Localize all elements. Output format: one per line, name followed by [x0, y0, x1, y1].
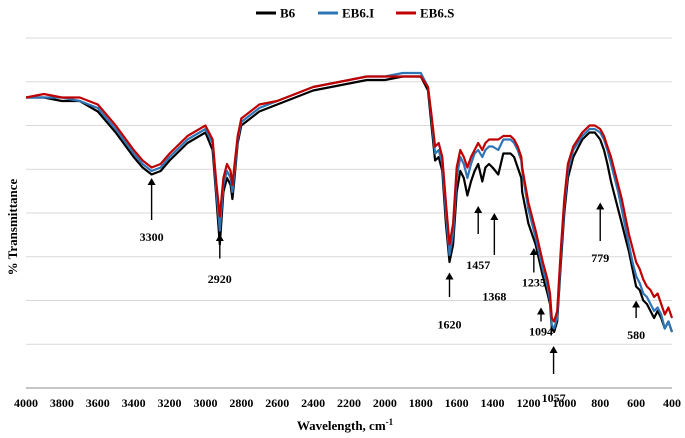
legend-label: EB6.I [342, 6, 374, 21]
legend-label: B6 [280, 6, 296, 21]
x-tick-label: 2600 [265, 396, 289, 410]
annotation-label: 1368 [482, 290, 506, 304]
x-tick-label: 3000 [193, 396, 217, 410]
series-lines [25, 71, 674, 334]
annotation-label: 1457 [466, 258, 490, 272]
grid-lines [26, 37, 672, 389]
x-tick-label: 2200 [337, 396, 361, 410]
x-tick-label: 4000 [14, 396, 38, 410]
annotation-arrow-head [490, 213, 499, 220]
x-axis-title-text: Wavelength, cm [297, 418, 386, 433]
y-axis-title: % Transmittance [5, 178, 20, 275]
x-tick-label: 2000 [373, 396, 397, 410]
x-tick-label: 3400 [122, 396, 146, 410]
legend-label: EB6.S [420, 6, 454, 21]
annotation-arrow-head [632, 300, 641, 308]
annotation-arrow-head [147, 178, 156, 185]
x-axis-title: Wavelength, cm-1 [297, 417, 394, 433]
annotation-label: 580 [627, 328, 645, 342]
x-tick-label: 2800 [229, 396, 253, 410]
x-tick-label: 600 [627, 396, 645, 410]
series-line-b6 [26, 75, 674, 334]
annotation-arrow-head [529, 248, 538, 255]
annotation-label: 1057 [542, 391, 566, 405]
annotation-label: 3300 [140, 230, 164, 244]
series-line-eb6-s [25, 75, 674, 323]
annotation-arrow-head [537, 307, 546, 315]
legend: B6 EB6.I EB6.S [256, 6, 454, 21]
x-tick-label: 1200 [516, 396, 540, 410]
x-tick-label: 2400 [301, 396, 325, 410]
x-axis-title-superscript: -1 [386, 417, 394, 427]
x-tick-labels: 4000 3800 3600 3400 3200 3000 2800 2600 2400 2200… [14, 396, 681, 410]
annotation-arrow-head [474, 206, 483, 213]
peak-annotations: 3300 2920 1620 1457 1368 1235 1094 1057 779 580 [140, 178, 645, 405]
annotation-label: 779 [591, 251, 609, 265]
x-tick-label: 3200 [158, 396, 182, 410]
annotation-arrow-head [215, 234, 224, 241]
annotation-arrow-head [549, 346, 558, 353]
annotation-label: 2920 [208, 272, 232, 286]
x-tick-label: 1400 [481, 396, 505, 410]
x-tick-label: 1800 [409, 396, 433, 410]
x-tick-label: 800 [591, 396, 609, 410]
annotation-label: 1235 [522, 276, 546, 290]
series-line-eb6-i [26, 71, 674, 333]
x-tick-label: 400 [663, 396, 681, 410]
annotation-label: 1094 [529, 325, 553, 339]
annotation-label: 1620 [437, 318, 461, 332]
annotation-arrow-head [445, 272, 454, 280]
x-tick-label: 3800 [50, 396, 74, 410]
x-tick-label: 1600 [445, 396, 469, 410]
annotation-arrow-head [596, 202, 605, 210]
x-tick-label: 1000 [552, 396, 576, 410]
x-tick-label: 3600 [86, 396, 110, 410]
